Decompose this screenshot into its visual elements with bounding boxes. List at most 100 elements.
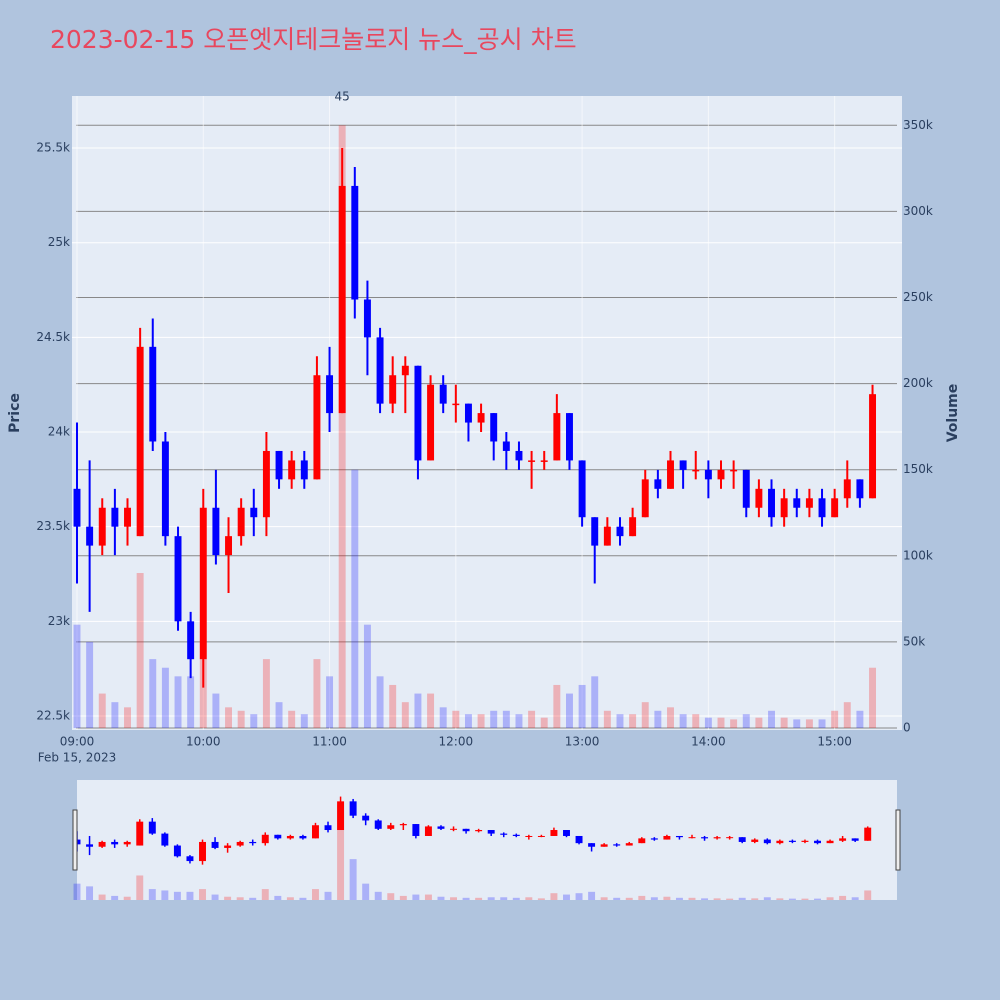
slider-volume-bar xyxy=(261,889,269,900)
slider-volume-bar xyxy=(826,897,834,900)
volume-bar xyxy=(692,714,700,728)
volume-bar xyxy=(452,710,460,728)
slider-volume-bar xyxy=(286,897,294,900)
volume-bar xyxy=(161,667,169,728)
volume-bar xyxy=(98,693,106,728)
volume-bar xyxy=(174,676,182,728)
range-slider-handle[interactable] xyxy=(895,809,901,871)
candle-body xyxy=(641,479,649,518)
candle-body xyxy=(477,413,485,423)
slider-volume-bar xyxy=(537,898,545,900)
candle-body xyxy=(805,498,813,508)
volume-bar xyxy=(401,702,409,728)
volume-bar xyxy=(679,714,687,728)
candle-body xyxy=(730,469,738,472)
slider-volume-bar xyxy=(173,891,181,900)
slider-volume-bar xyxy=(763,897,771,900)
slider-volume-bar xyxy=(450,897,458,900)
volume-bar xyxy=(818,719,826,728)
slider-candle-body xyxy=(487,830,495,834)
volume-bar xyxy=(780,717,788,728)
candle-body xyxy=(414,365,422,461)
slider-volume-bar xyxy=(399,895,407,900)
volume-bar xyxy=(225,707,233,728)
volume-bar xyxy=(603,710,611,728)
candle-body xyxy=(351,185,359,300)
x-tick-label: 12:00 xyxy=(439,735,474,749)
y2-tick-label: 300k xyxy=(903,204,933,218)
volume-bar xyxy=(363,624,371,728)
y2-axis-title: Volume xyxy=(945,384,961,443)
volume-bar xyxy=(793,719,801,728)
x-tick-label: 15:00 xyxy=(817,735,852,749)
slider-volume-bar xyxy=(437,896,445,900)
chart-title: 2023-02-15 오픈엣지테크놀로지 뉴스_공시 차트 xyxy=(50,25,577,54)
candle-body xyxy=(338,185,346,414)
slider-volume-bar xyxy=(713,898,721,900)
candle-body xyxy=(629,517,637,537)
slider-volume-bar xyxy=(550,893,558,900)
candle-body xyxy=(679,460,687,470)
volume-bar xyxy=(439,707,447,728)
candle-body xyxy=(174,536,182,622)
slider-candle-body xyxy=(199,841,206,862)
slider-candle-body xyxy=(600,844,608,847)
slider-volume-bar xyxy=(751,898,759,900)
slider-volume-bar xyxy=(211,894,219,900)
candle-body xyxy=(515,450,523,461)
volume-bar xyxy=(566,693,573,728)
slider-candle-body xyxy=(726,837,734,839)
slider-candle-body xyxy=(299,835,307,839)
candle-body xyxy=(98,507,106,546)
y-tick-label: 23.5k xyxy=(36,519,70,533)
candle-body xyxy=(288,460,296,480)
candle-body xyxy=(692,469,700,472)
x-date-label: Feb 15, 2023 xyxy=(38,751,117,765)
slider-candle-body xyxy=(826,840,834,844)
volume-bar xyxy=(805,719,813,728)
candle-body xyxy=(843,479,851,499)
slider-candle-body xyxy=(801,840,809,842)
candle-body xyxy=(136,346,144,537)
y-tick-label: 24.5k xyxy=(36,330,70,344)
volume-bar xyxy=(755,717,763,728)
volume-bar xyxy=(124,707,131,728)
volume-bar xyxy=(578,684,586,728)
candle-body xyxy=(616,526,624,537)
candle-body xyxy=(831,498,839,518)
slider-volume-bar xyxy=(675,897,683,900)
slider-volume-bar xyxy=(148,889,156,900)
slider-volume-bar xyxy=(199,889,206,900)
slider-candle-body xyxy=(86,844,94,847)
slider-candle-body xyxy=(236,841,244,846)
slider-candle-body xyxy=(864,827,872,841)
slider-volume-bar xyxy=(575,893,583,900)
volume-bar xyxy=(262,659,270,728)
candle-body xyxy=(237,507,245,537)
candle-body xyxy=(401,365,409,376)
range-slider-handle[interactable] xyxy=(72,809,78,871)
volume-bar xyxy=(490,710,498,728)
candle-body xyxy=(389,375,397,404)
candle-body xyxy=(856,479,864,499)
slider-volume-bar xyxy=(814,898,821,900)
slider-candle-body xyxy=(688,837,696,839)
volume-bar xyxy=(111,702,119,728)
slider-candle-body xyxy=(713,837,721,839)
candle-body xyxy=(275,450,283,480)
range-slider[interactable] xyxy=(77,780,897,900)
slider-volume-bar xyxy=(525,897,533,900)
slider-candle-body xyxy=(261,834,269,844)
volume-bar xyxy=(250,714,258,728)
slider-volume-bar xyxy=(650,897,658,900)
slider-volume-bar xyxy=(123,896,131,900)
y2-tick-label: 350k xyxy=(903,118,933,132)
volume-bar xyxy=(591,676,599,728)
candle-body xyxy=(654,479,662,489)
y-tick-label: 23k xyxy=(48,614,70,628)
slider-volume-bar xyxy=(412,894,420,900)
candle-body xyxy=(149,346,157,442)
y2-tick-label: 100k xyxy=(903,548,933,562)
slider-candle-body xyxy=(776,840,784,844)
candle-body xyxy=(187,621,195,660)
